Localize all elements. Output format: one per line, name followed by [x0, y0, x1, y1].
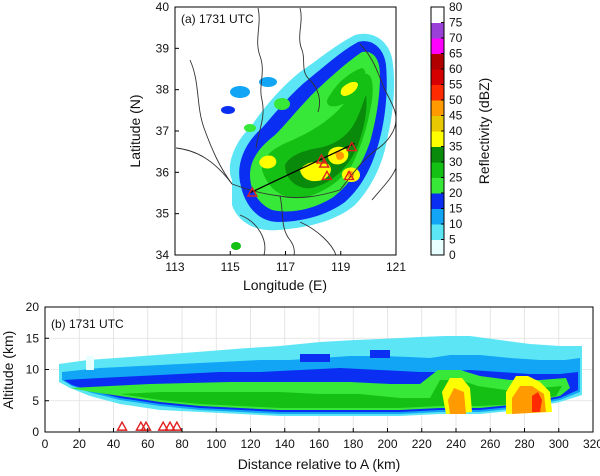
- colorbar-cell: [431, 53, 444, 70]
- cross-section-x-ticks: 0 20 40 60 80 100 120 140 160 180 200 220 240 260 280 3…: [42, 428, 600, 451]
- cross-section-x-tick-label: 320: [583, 437, 600, 451]
- colorbar-cell: [431, 100, 444, 116]
- province-boundaries: [175, 7, 396, 255]
- cross-section-x-tick-label: 140: [275, 437, 295, 451]
- map-lightning-marker: [318, 157, 330, 168]
- cross-section-x-tick-label: 240: [446, 437, 466, 451]
- cross-section-lightning-marker: [157, 420, 169, 431]
- cross-section-lightning-marker: [116, 420, 128, 431]
- colorbar-tick-label: 0: [449, 248, 456, 262]
- colorbar-tick-label: 55: [449, 78, 463, 92]
- colorbar-cell: [431, 224, 444, 240]
- map-y-tick-label: 37: [156, 124, 170, 138]
- map-x-tick-label: 115: [221, 260, 240, 274]
- colorbar-cell: [431, 177, 444, 194]
- colorbar-tick-label: 35: [449, 140, 463, 154]
- colorbar-cell: [431, 38, 444, 54]
- colorbar-tick-label: 30: [449, 155, 463, 169]
- cross-section-x-tick-label: 180: [343, 437, 363, 451]
- cross-section-x-axis-label: Distance relative to A (km): [238, 456, 401, 472]
- colorbar-cell: [431, 115, 444, 132]
- colorbar-tick-label: 65: [449, 47, 463, 61]
- map-y-tick-label: 35: [156, 207, 170, 221]
- cross-section-x-tick-label: 40: [107, 437, 121, 451]
- colorbar-cell: [431, 7, 444, 23]
- panel-a-label: (a) 1731 UTC: [181, 12, 254, 26]
- colorbar-cell: [431, 208, 444, 225]
- colorbar-cell: [431, 193, 444, 209]
- map-lightning-marker: [346, 141, 358, 152]
- cross-section-x-tick-label: 60: [141, 437, 155, 451]
- cross-section-x-tick-label: 100: [206, 437, 226, 451]
- colorbar-cell: [431, 69, 444, 85]
- colorbar-tick-label: 20: [449, 186, 463, 200]
- panel-a-map: 113 115 117 119 121 34 35 36 37 38 39 40 (a) 1731 …: [127, 0, 406, 293]
- colorbar-cells: [431, 7, 444, 256]
- cross-section-x-tick-label: 160: [309, 437, 329, 451]
- map-lightning-markers: [246, 141, 358, 197]
- cross-section-lightning-marker: [140, 420, 152, 431]
- colorbar-cell: [431, 146, 444, 163]
- map-x-tick-label: 113: [165, 260, 184, 274]
- map-x-tick-label: 121: [386, 260, 406, 274]
- panel-b-reflectivity: [59, 336, 582, 416]
- map-lightning-marker: [246, 186, 259, 197]
- colorbar-cell: [431, 131, 444, 147]
- cross-section-y-tick-label: 20: [26, 300, 40, 314]
- map-x-tick-label: 117: [276, 260, 295, 274]
- cross-section-y-tick-label: 15: [26, 331, 40, 345]
- colorbar-tick-label: 10: [449, 217, 463, 231]
- map-lightning-marker: [321, 170, 333, 181]
- map-y-tick-label: 36: [156, 165, 170, 179]
- colorbar-cell: [431, 22, 444, 39]
- colorbar-tick-label: 60: [449, 62, 463, 76]
- panel-b-cross-section: 0 20 40 60 80 100 120 140 160 180 200 220 240 260 280 3…: [0, 300, 600, 472]
- panel-b-label: (b) 1731 UTC: [51, 317, 124, 331]
- colorbar-cell: [431, 162, 444, 178]
- map-y-tick-label: 39: [156, 41, 170, 55]
- cross-section-line: [249, 142, 355, 194]
- cross-section-x-tick-label: 80: [175, 437, 189, 451]
- colorbar-tick-label: 25: [449, 171, 463, 185]
- colorbar-tick-label: 70: [449, 31, 463, 45]
- colorbar-tick-label: 40: [449, 124, 463, 138]
- map-y-axis-label: Latitude (N): [127, 94, 143, 167]
- cross-section-y-tick-label: 0: [32, 425, 39, 439]
- cross-section-x-tick-label: 300: [549, 437, 569, 451]
- map-y-tick-label: 40: [156, 0, 170, 14]
- cross-section-y-axis-label: Altitude (km): [0, 331, 16, 410]
- cross-section-y-ticks: 0 5 10 15 20: [26, 300, 49, 439]
- cross-section-x-tick-label: 280: [514, 437, 534, 451]
- cross-section-x-tick-label: 260: [480, 437, 500, 451]
- colorbar-tick-label: 5: [449, 233, 456, 247]
- colorbar-tick-label: 80: [449, 0, 463, 14]
- map-x-ticks: 113 115 117 119 121: [165, 251, 406, 274]
- cross-section-lightning-marker: [171, 420, 183, 431]
- map-lightning-marker: [343, 170, 355, 181]
- colorbar-tick-label: 75: [449, 16, 463, 30]
- map-x-axis-label: Longitude (E): [243, 277, 327, 293]
- cross-section-lightning-marker: [164, 420, 176, 431]
- cross-section-y-tick-label: 10: [26, 363, 40, 377]
- colorbar-cell: [431, 239, 444, 256]
- cross-section-lightning-markers: [116, 420, 183, 431]
- colorbar-tick-label: 15: [449, 202, 463, 216]
- map-y-tick-label: 34: [156, 248, 170, 262]
- colorbar-tick-label: 50: [449, 93, 463, 107]
- map-x-tick-label: 119: [331, 260, 350, 274]
- colorbar-tick-label: 45: [449, 109, 463, 123]
- colorbar-label: Reflectivity (dBZ): [476, 78, 492, 185]
- colorbar-cell: [431, 84, 444, 101]
- cross-section-x-tick-label: 200: [377, 437, 397, 451]
- cross-section-x-tick-label: 20: [73, 437, 87, 451]
- cross-section-x-tick-label: 220: [412, 437, 432, 451]
- cross-section-y-tick-label: 5: [32, 394, 39, 408]
- cross-section-x-tick-label: 120: [240, 437, 260, 451]
- map-y-ticks: 34 35 36 37 38 39 40: [156, 0, 179, 262]
- map-y-tick-label: 38: [156, 83, 170, 97]
- cross-section-x-tick-label: 0: [42, 437, 49, 451]
